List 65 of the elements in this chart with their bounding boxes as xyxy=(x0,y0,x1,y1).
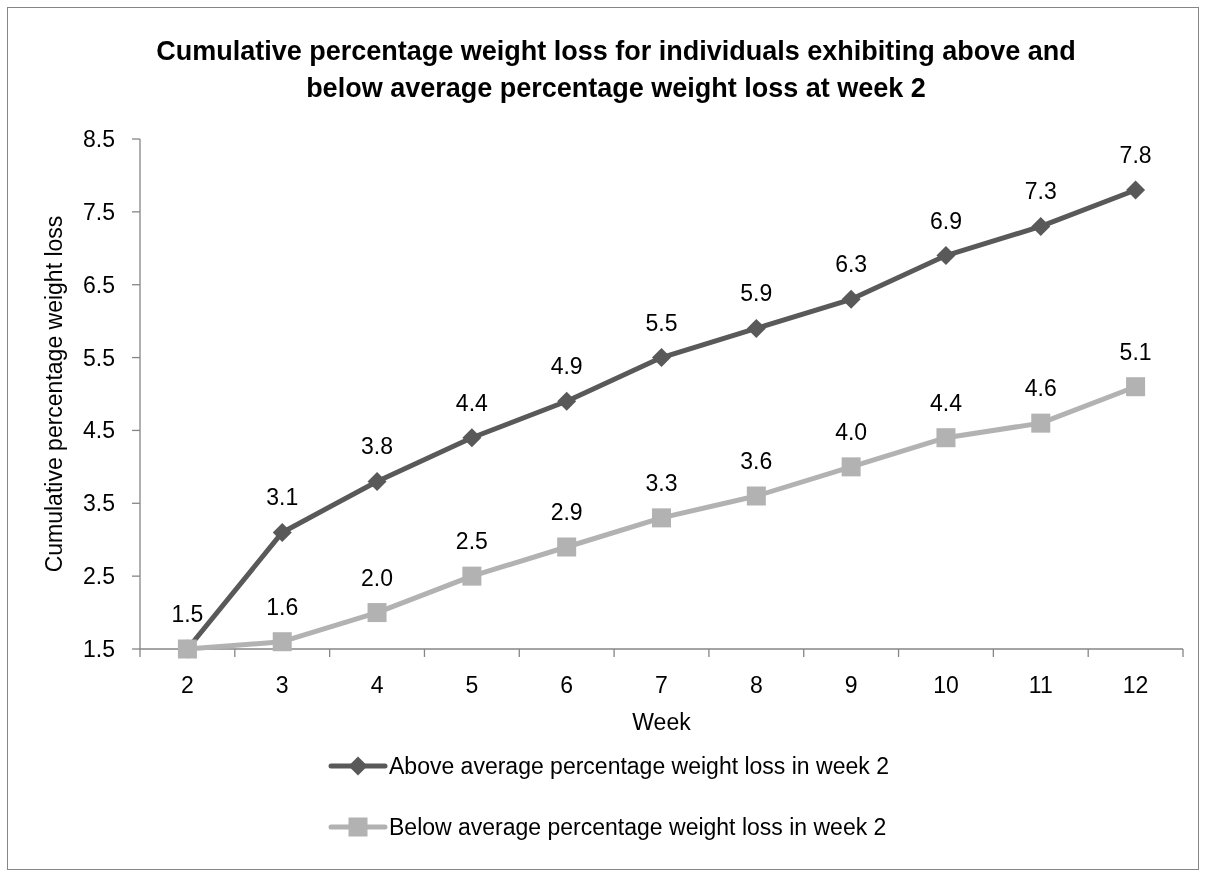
x-tick-label: 11 xyxy=(1028,672,1053,699)
x-tick-label: 12 xyxy=(1122,672,1149,699)
point xyxy=(367,471,387,491)
legend-label: Below average percentage weight loss in week 2 xyxy=(389,814,887,841)
point xyxy=(272,632,292,652)
point xyxy=(936,428,956,448)
data-label: 1.5 xyxy=(171,601,204,628)
point xyxy=(841,289,861,309)
point xyxy=(462,566,482,586)
x-tick-label: 6 xyxy=(560,672,574,699)
data-label: 5.9 xyxy=(740,280,773,307)
x-tick-label: 7 xyxy=(655,672,668,699)
data-label: 2.9 xyxy=(550,499,583,526)
data-label: 3.8 xyxy=(361,433,394,460)
chart-title: Cumulative percentage weight loss for individuals exhibiting above and below average percentage weight loss at week 2 xyxy=(156,36,1076,104)
x-tick-label: 2 xyxy=(181,672,194,699)
data-label: 4.6 xyxy=(1024,375,1057,402)
point xyxy=(746,486,766,506)
y-axis-title: Cumulative percentage weight loss xyxy=(41,215,67,573)
y-tick-label: 1.5 xyxy=(83,636,115,663)
data-label: 7.8 xyxy=(1119,142,1152,169)
data-label: 6.3 xyxy=(835,251,868,278)
y-tick-label: 7.5 xyxy=(83,198,115,225)
point xyxy=(367,603,387,623)
x-tick-label: 4 xyxy=(370,672,384,699)
data-label: 4.9 xyxy=(550,353,583,380)
point xyxy=(841,457,861,477)
data-label: 1.6 xyxy=(266,593,299,620)
data-label: 4.4 xyxy=(929,389,963,416)
x-tick-label: 9 xyxy=(844,672,858,699)
point xyxy=(1126,377,1146,397)
data-label: 5.1 xyxy=(1119,338,1152,365)
y-tick-label: 2.5 xyxy=(83,563,115,590)
point xyxy=(652,348,671,368)
y-tick-label: 4.5 xyxy=(83,417,115,444)
x-tick-label: 8 xyxy=(749,672,763,699)
y-tick-label: 3.5 xyxy=(83,490,115,517)
point xyxy=(557,537,577,557)
x-tick-label: 5 xyxy=(465,672,479,699)
data-label: 3.1 xyxy=(266,484,299,511)
point xyxy=(746,318,766,338)
x-tick-label: 10 xyxy=(933,672,959,699)
y-tick-label: 5.5 xyxy=(83,344,115,371)
point xyxy=(1031,413,1051,433)
data-label: 3.3 xyxy=(645,469,678,496)
point xyxy=(557,391,577,411)
point xyxy=(936,246,956,266)
data-label: 3.6 xyxy=(740,448,773,475)
x-axis-title: Week xyxy=(632,709,692,736)
data-label: 2.5 xyxy=(455,528,488,555)
data-label: 4.4 xyxy=(455,389,489,416)
data-label: 4.0 xyxy=(835,418,868,445)
data-label: 6.9 xyxy=(929,207,962,234)
point xyxy=(1126,180,1146,200)
y-tick-label: 8.5 xyxy=(83,126,115,153)
data-label: 2.0 xyxy=(361,564,394,591)
data-label: 5.5 xyxy=(645,309,678,336)
point xyxy=(652,508,671,528)
data-label: 7.3 xyxy=(1024,178,1057,205)
point xyxy=(272,522,292,542)
legend-label: Above average percentage weight loss in week 2 xyxy=(389,753,889,780)
point xyxy=(462,428,482,448)
y-tick-label: 6.5 xyxy=(83,271,115,298)
x-tick-label: 3 xyxy=(275,672,289,699)
point xyxy=(1031,216,1051,236)
